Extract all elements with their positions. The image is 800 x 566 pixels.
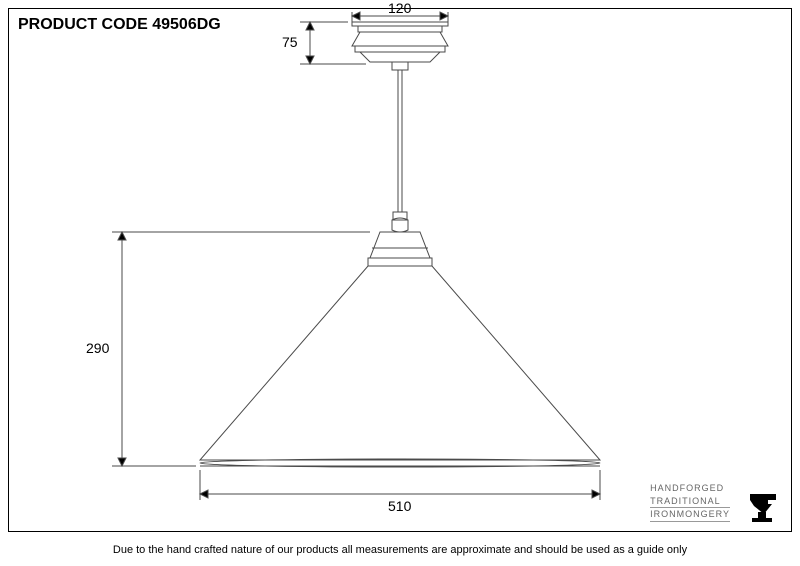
dim-shade-width: 510 [388,498,411,514]
brand-line1: HANDFORGED [650,482,730,495]
brand-line2: TRADITIONAL [650,495,730,508]
brand-line3: IRONMONGERY [650,507,730,522]
brand-text: HANDFORGED TRADITIONAL IRONMONGERY [650,482,730,522]
dim-top-width: 120 [388,0,411,16]
anvil-logo-icon [744,488,780,524]
pendant-drawing [0,0,800,540]
dim-shade-height: 290 [86,340,109,356]
disclaimer-text: Due to the hand crafted nature of our pr… [0,544,800,556]
dim-canopy-height: 75 [282,34,298,50]
